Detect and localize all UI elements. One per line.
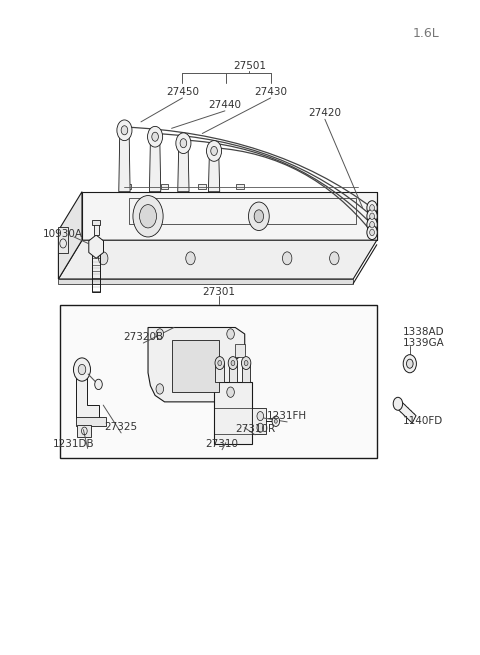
Bar	[199, 184, 206, 189]
Circle shape	[227, 387, 234, 398]
Circle shape	[176, 133, 191, 153]
Circle shape	[133, 196, 163, 237]
Text: 27440: 27440	[208, 100, 241, 110]
Circle shape	[370, 229, 374, 236]
Polygon shape	[76, 373, 98, 418]
Circle shape	[228, 356, 238, 369]
Text: 27450: 27450	[166, 87, 199, 98]
Circle shape	[215, 356, 225, 369]
Polygon shape	[77, 424, 91, 438]
Polygon shape	[208, 154, 220, 192]
Circle shape	[117, 120, 132, 141]
Circle shape	[407, 359, 413, 368]
Circle shape	[156, 329, 164, 339]
Circle shape	[95, 379, 102, 390]
Polygon shape	[82, 192, 377, 240]
Text: 27301: 27301	[202, 287, 235, 297]
Circle shape	[370, 204, 374, 211]
Circle shape	[140, 204, 156, 228]
Circle shape	[330, 252, 339, 265]
Circle shape	[121, 126, 128, 135]
Text: 27430: 27430	[254, 87, 287, 98]
Text: 27310R: 27310R	[235, 424, 275, 434]
Text: 1140FD: 1140FD	[403, 416, 443, 426]
Circle shape	[257, 423, 264, 432]
Text: 27310: 27310	[205, 439, 239, 449]
Bar	[94, 222, 98, 235]
Circle shape	[156, 384, 164, 394]
Polygon shape	[148, 328, 245, 402]
Circle shape	[73, 358, 91, 381]
Polygon shape	[119, 134, 130, 192]
Text: 1.6L: 1.6L	[413, 27, 440, 40]
Text: 27320B: 27320B	[123, 332, 163, 343]
Polygon shape	[235, 344, 245, 356]
Circle shape	[231, 360, 235, 365]
Circle shape	[367, 225, 377, 240]
Circle shape	[78, 364, 86, 375]
Text: 1231DB: 1231DB	[53, 439, 95, 449]
Bar	[92, 220, 100, 225]
Circle shape	[282, 252, 292, 265]
Text: 27501: 27501	[233, 61, 266, 71]
Circle shape	[186, 252, 195, 265]
Polygon shape	[59, 227, 68, 253]
Circle shape	[227, 329, 234, 339]
Text: 10930A: 10930A	[43, 229, 83, 239]
Circle shape	[180, 139, 187, 148]
Bar	[228, 363, 237, 383]
Circle shape	[370, 213, 374, 219]
Bar	[60, 305, 377, 458]
Text: 1339GA: 1339GA	[403, 338, 444, 348]
Circle shape	[393, 398, 403, 410]
Circle shape	[218, 360, 222, 365]
Polygon shape	[59, 240, 377, 279]
Circle shape	[244, 360, 248, 365]
Bar	[216, 363, 224, 383]
Circle shape	[272, 416, 280, 426]
Text: 1338AD: 1338AD	[403, 327, 444, 337]
Circle shape	[147, 126, 163, 147]
Polygon shape	[89, 235, 104, 258]
Circle shape	[367, 209, 377, 223]
Circle shape	[241, 356, 251, 369]
Circle shape	[206, 141, 222, 161]
Circle shape	[254, 210, 264, 223]
Circle shape	[403, 354, 417, 373]
Circle shape	[98, 252, 108, 265]
Bar	[123, 184, 131, 189]
Polygon shape	[59, 279, 353, 284]
Circle shape	[275, 419, 277, 423]
Text: 27325: 27325	[105, 422, 138, 432]
Polygon shape	[396, 400, 416, 423]
Circle shape	[370, 221, 374, 228]
Text: 1231FH: 1231FH	[267, 411, 307, 421]
Polygon shape	[149, 140, 161, 192]
Polygon shape	[172, 341, 219, 392]
Bar	[242, 363, 251, 383]
Circle shape	[211, 147, 217, 155]
Polygon shape	[214, 383, 252, 444]
Polygon shape	[178, 147, 189, 192]
Circle shape	[367, 217, 377, 232]
Polygon shape	[59, 192, 82, 279]
Bar	[236, 184, 244, 189]
Circle shape	[367, 200, 377, 215]
Text: 27420: 27420	[309, 108, 341, 118]
Bar	[161, 184, 168, 189]
Polygon shape	[252, 408, 266, 434]
Circle shape	[152, 132, 158, 141]
Circle shape	[257, 411, 264, 421]
Circle shape	[249, 202, 269, 231]
Polygon shape	[76, 417, 106, 426]
